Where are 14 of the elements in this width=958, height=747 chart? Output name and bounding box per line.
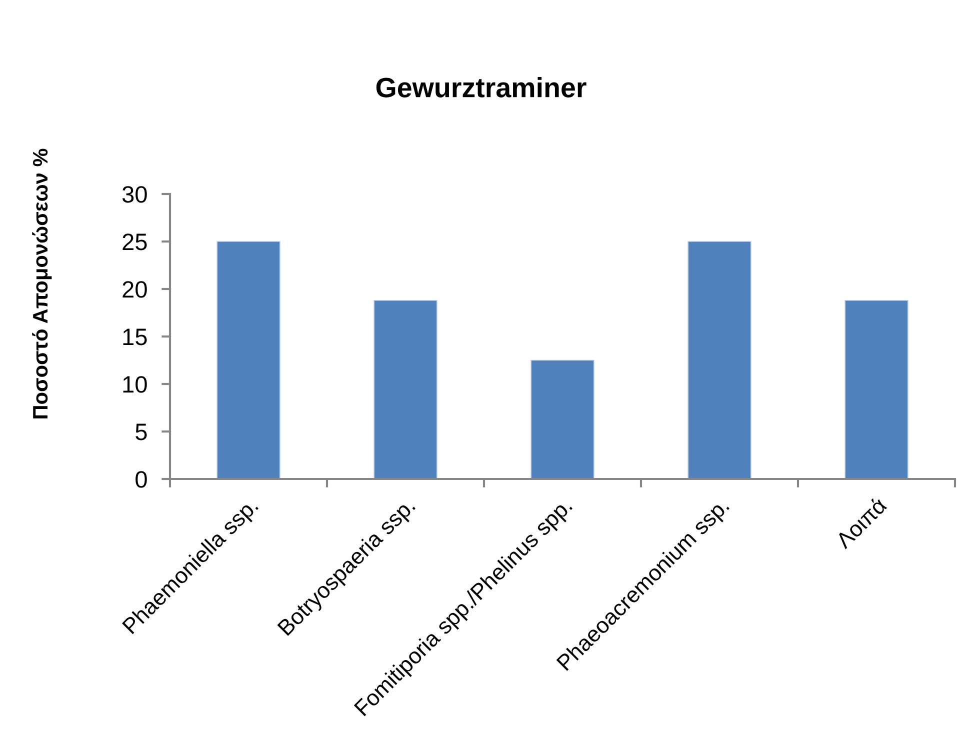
chart-title: Gewurztraminer bbox=[376, 77, 586, 98]
y-tick-label: 0 bbox=[136, 471, 147, 488]
bar bbox=[530, 360, 594, 479]
y-axis-title: Ποσοστό Απομονώσεων % bbox=[32, 148, 52, 418]
y-tick-label: 20 bbox=[122, 281, 147, 298]
bar bbox=[216, 241, 280, 479]
bar bbox=[374, 300, 438, 479]
y-tick-label: 30 bbox=[122, 186, 147, 203]
bar bbox=[688, 241, 752, 479]
y-tick-label: 15 bbox=[123, 328, 147, 346]
y-tick-label: 25 bbox=[122, 234, 147, 250]
bar bbox=[844, 300, 908, 479]
y-tick-label: 10 bbox=[123, 376, 147, 393]
y-tick-label: 5 bbox=[136, 424, 147, 440]
